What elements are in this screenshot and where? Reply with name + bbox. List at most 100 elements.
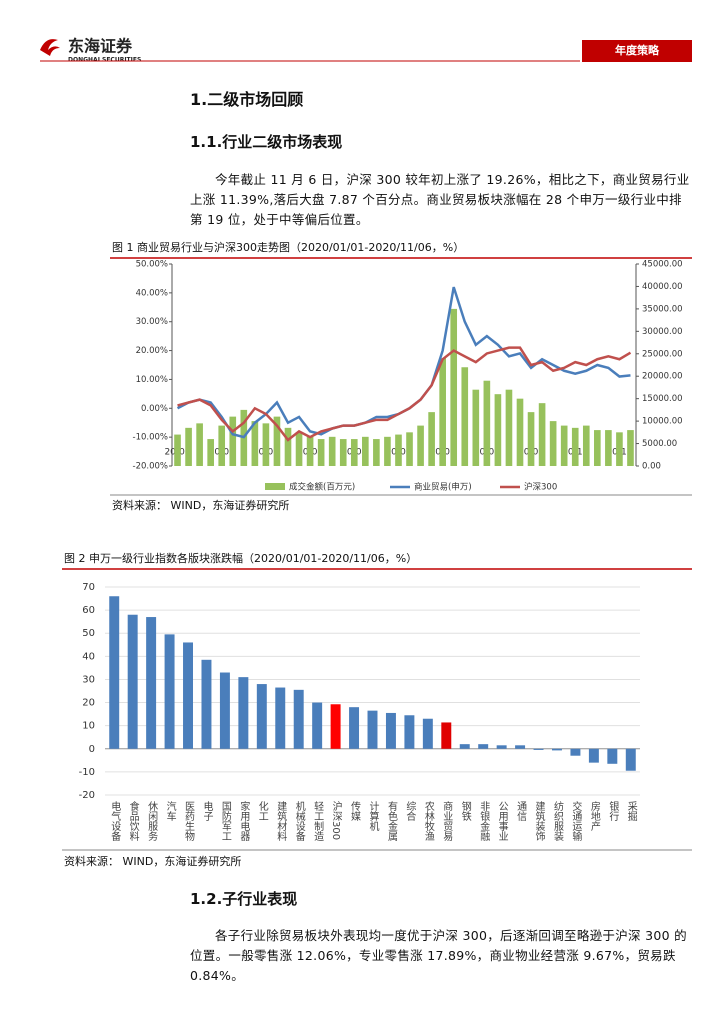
y-tick-label: 20: [82, 698, 95, 709]
bar: [312, 702, 323, 749]
bar: [127, 614, 138, 749]
bar: [406, 432, 413, 466]
x-tick-label: 机械设备: [293, 800, 305, 842]
bar: [328, 436, 336, 466]
bar: [571, 427, 579, 466]
tag: 年度策略: [615, 43, 660, 57]
bar: [207, 439, 214, 466]
y-tick-label: 30.00%: [136, 317, 168, 327]
bar: [219, 672, 230, 749]
bar: [552, 748, 562, 751]
bar: [560, 425, 568, 466]
source: 资料来源： WIND，东海证券研究所: [64, 855, 242, 868]
bar: [251, 421, 259, 466]
bar: [306, 436, 314, 466]
x-tick-label: 电子: [201, 800, 213, 821]
bar: [417, 425, 424, 466]
bar: [201, 659, 212, 749]
bar: [183, 642, 193, 749]
bar: [238, 677, 249, 749]
x-tick-label: 建筑装饰: [533, 800, 545, 842]
y2-tick-label: 25000.00: [642, 349, 683, 359]
y-tick-label: -20: [79, 790, 95, 801]
bar: [439, 358, 446, 466]
x-tick-label: 采掘: [625, 801, 637, 822]
x-tick-label: 汽车: [164, 800, 176, 822]
bar: [273, 416, 281, 466]
bar: [317, 439, 325, 466]
bar: [350, 439, 358, 466]
bar: [478, 744, 489, 749]
x-tick-label: 通信: [515, 801, 527, 822]
bar: [627, 430, 634, 466]
bar: [515, 745, 526, 749]
bar: [385, 712, 396, 749]
bar: [284, 427, 292, 466]
bar: [146, 617, 157, 749]
y-tick-label: 50.00%: [136, 260, 168, 270]
bar: [349, 707, 360, 749]
y-tick-label: -20.00%: [133, 462, 168, 472]
x-tick-label: 农林牧渔: [422, 800, 434, 842]
bar: [174, 434, 181, 466]
y-tick-label: 40.00%: [136, 288, 168, 298]
bar: [516, 398, 524, 466]
x-tick-label: 纺织服装: [551, 800, 563, 842]
bar: [605, 430, 612, 466]
y2-tick-label: 40000.00: [642, 282, 683, 292]
y-tick-label: 70: [82, 582, 95, 593]
bar: [594, 430, 601, 466]
bar: [450, 308, 458, 466]
x-tick-label: 传媒: [349, 801, 361, 822]
legend-label: 商业贸易(申万): [414, 482, 472, 493]
bar: [461, 367, 469, 466]
y2-tick-label: 35000.00: [642, 304, 683, 314]
x-tick-label: 综合: [404, 800, 416, 822]
x-tick-label: 休闲服务: [146, 801, 158, 842]
sub-title: 1.2.子行业表现: [190, 890, 298, 908]
tag-box: [582, 40, 692, 62]
bar: [164, 634, 175, 749]
section-title: 1.二级市场回顾: [190, 90, 304, 109]
x-tick-label: 银行: [607, 800, 619, 822]
bar: [362, 436, 369, 466]
x-tick-label: 非银金融: [478, 801, 490, 842]
bar: [339, 439, 347, 466]
bar: [494, 394, 502, 466]
legend-swatch: [265, 483, 285, 490]
bar: [330, 704, 341, 749]
bar: [295, 432, 303, 466]
bar: [256, 684, 267, 749]
bar: [527, 412, 535, 466]
bar: [422, 718, 433, 749]
bar: [459, 744, 470, 749]
bar: [428, 412, 435, 466]
bar: [196, 423, 203, 466]
x-tick-label: 建筑材料: [275, 800, 287, 842]
x-tick-label: 医药生物: [183, 801, 195, 842]
x-tick-label: 沪深300: [330, 800, 342, 840]
legend-label: 沪深300: [524, 482, 557, 493]
x-tick-label: 钢铁: [459, 800, 471, 822]
bar: [607, 748, 618, 764]
x-tick-label: 食品饮料: [127, 800, 139, 842]
logo-cn: 东海证券: [68, 37, 133, 56]
bar: [549, 421, 557, 466]
caption: 图 2 申万一级行业指数各版块涨跌幅（2020/01/01-2020/11/06…: [64, 552, 418, 565]
x-tick-label: 家用电器: [238, 800, 250, 842]
y-tick-label: 0: [89, 744, 95, 755]
x-tick-label: 电气设备: [109, 800, 121, 842]
y-tick-label: 0.00%: [141, 404, 168, 414]
bar: [616, 432, 623, 466]
logo-mark: [40, 39, 60, 56]
y-tick-label: 60: [82, 605, 95, 616]
bar: [483, 380, 491, 466]
legend-label: 成交金额(百万元): [289, 482, 355, 493]
y2-tick-label: 30000.00: [642, 327, 683, 337]
x-tick-label: 国防军工: [219, 801, 231, 841]
y-tick-label: -10: [79, 767, 95, 778]
bar: [496, 745, 507, 749]
bar: [625, 748, 636, 771]
